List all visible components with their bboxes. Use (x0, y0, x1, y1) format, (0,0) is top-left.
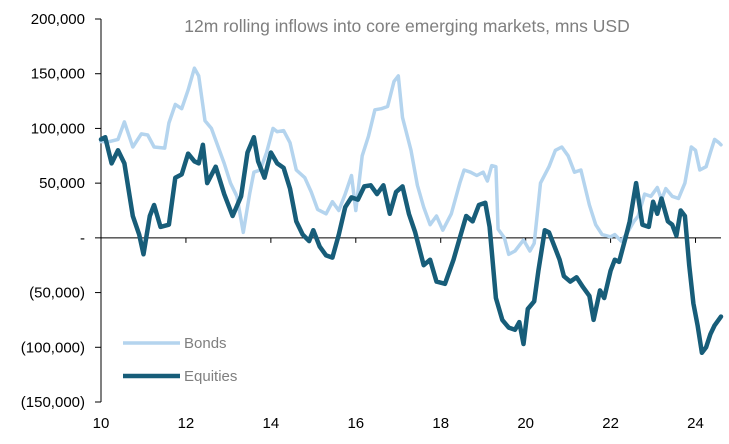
chart-title: 12m rolling inflows into core emerging m… (184, 16, 629, 36)
y-tick-label: (100,000) (21, 339, 85, 356)
x-tick-label: 18 (432, 415, 449, 432)
x-tick-label: 22 (602, 415, 619, 432)
series-line-equities (98, 134, 724, 356)
x-tick-label: 10 (93, 415, 110, 432)
y-tick-label: 100,000 (31, 120, 85, 137)
legend-label-equities: Equities (184, 368, 237, 385)
y-tick-label: 200,000 (31, 11, 85, 28)
series-line-bonds (99, 66, 723, 257)
y-tick-label: (150,000) (21, 394, 85, 411)
y-tick-label: 50,000 (39, 175, 85, 192)
legend: Bonds Equities (123, 335, 237, 385)
x-tick-label: 12 (178, 415, 195, 432)
x-tick-label: 14 (263, 415, 280, 432)
y-axis: 200,000 150,000 100,000 50,000 - (50,000) (100… (21, 11, 102, 411)
y-tick-label: - (80, 230, 85, 247)
y-tick-label: (50,000) (29, 285, 85, 302)
series-layer (98, 66, 724, 356)
x-tick-label: 20 (517, 415, 534, 432)
y-tick-label: 150,000 (31, 66, 85, 83)
x-tick-label: 16 (347, 415, 364, 432)
x-tick-label: 24 (687, 415, 704, 432)
legend-label-bonds: Bonds (184, 335, 227, 352)
